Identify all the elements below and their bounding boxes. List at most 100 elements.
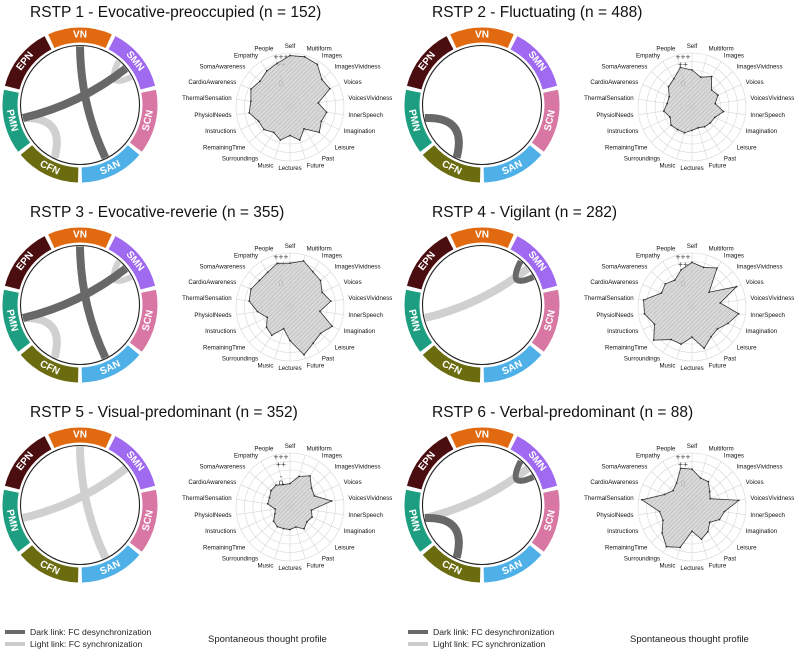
radar-axis-label-self: Self [285,43,296,50]
network-segment-epn [4,36,52,90]
radar-point-self [289,482,291,485]
radar-caption: Spontaneous thought profile [208,634,327,645]
radar-axis-label-music: Music [257,563,273,570]
radar-axis-label-empathy: Empathy [636,252,661,259]
radar-point-empathy [275,484,277,487]
panel-title: RSTP 5 - Visual-predominant (n = 352) [30,404,298,421]
radar-axis-label-empathy: Empathy [234,52,259,59]
radar-axis-label-self: Self [687,443,698,450]
radar-point-music [683,131,686,134]
radar-point-imagesvividness [319,279,322,282]
radar-point-instructions [669,116,671,118]
radar-axis-label-somaawareness: SomaAwareness [601,463,647,470]
radar-axis-label-imagesvividness: ImagesVividness [335,463,381,470]
radar-point-people [276,62,279,65]
rstp-panel-2: RSTP 2 - Fluctuating (n = 488) VNSMNSCNSA… [404,4,794,183]
radar-axis-label-imagination: Imagination [344,328,376,335]
radar-point-physiolneeds [256,310,259,313]
radar-axis-label-physiolneeds: PhysiolNeeds [596,312,633,319]
radar-point-voicesvividness [714,102,717,105]
dark-link-legend-label: Dark link: FC desynchronization [30,627,152,637]
radar-point-cardioawareness [668,95,671,98]
legend-right: Dark link: FC desynchronization Light li… [408,627,749,649]
radar-point-thermalsensation [666,102,669,105]
network-segment-smn [108,36,156,90]
radar-point-people [680,268,682,271]
radar-axis-label-surroundings: Surroundings [222,156,258,163]
radar-point-innerspeech [723,510,726,513]
radar-axis-label-imagination: Imagination [344,128,376,135]
radar-axis-label-thermalsensation: ThermalSensation [182,295,231,302]
network-segment-cfn [422,345,481,383]
radar-axis-label-leisure: Leisure [737,145,758,152]
radar-level-label: ++ [678,459,688,469]
chord-ring [421,444,543,566]
radar-axis-label-multiform: Multiform [709,445,734,452]
panel-title: RSTP 4 - Vigilant (n = 282) [432,204,617,221]
chord-ring [19,444,141,566]
radar-axis-label-music: Music [659,163,675,170]
radar-axis-label-physiolneeds: PhysiolNeeds [194,112,231,119]
light-link-smn-pmn [424,265,531,322]
dark-link-vn-san [76,246,110,360]
radar-point-voices [735,285,738,288]
radar-axis-label-voicesvividness: VoicesVividness [348,495,392,502]
radar-axis-label-multiform: Multiform [307,445,332,452]
radar-point-imagesvividness [708,291,710,294]
radar-point-surroundings [676,128,679,131]
radar-point-empathy [675,482,678,484]
network-segment-vn [450,27,514,48]
radar-axis-label-instructions: Instructions [205,528,236,535]
radar-point-surroundings [270,334,273,337]
network-label-pmn: PMN [406,509,422,533]
radar-point-past [303,127,305,130]
radar-point-empathy [266,271,269,274]
radar-point-physiolneeds [248,111,251,114]
radar-point-images [309,474,311,477]
radar-point-multiform [302,259,305,262]
radar-point-empathy [673,279,676,282]
radar-point-somaawareness [664,282,667,285]
radar-axis-label-surroundings: Surroundings [624,556,660,563]
radar-axis-label-past: Past [322,356,335,363]
radar-axis-label-past: Past [322,156,335,163]
radar-point-cardioawareness [250,288,252,291]
rstp-panel-6: RSTP 6 - Verbal-predominant (n = 88) VNSM… [404,404,794,583]
radar-point-lectures [289,134,291,137]
radar-point-remainingtime [272,520,275,523]
radar-axis-label-future: Future [709,563,727,570]
panel-title: RSTP 6 - Verbal-predominant (n = 88) [432,404,693,421]
radar-axis-label-somaawareness: SomaAwareness [601,263,647,270]
radar-point-voicesvividness [329,300,332,303]
network-segment-pmn [404,89,433,152]
network-segment-san [81,345,140,383]
network-segment-cfn [20,545,79,583]
radar-axis-label-multiform: Multiform [307,245,332,252]
radar-axis-label-voices: Voices [746,79,764,86]
radar-axis-label-leisure: Leisure [737,345,758,352]
network-segment-san [483,145,542,183]
radar-point-innerspeech [318,310,321,313]
radar-axis-label-images: Images [724,452,744,459]
radar-axis-label-lectures: Lectures [278,365,301,372]
network-segment-epn [406,36,454,90]
radar-point-remainingtime [652,339,655,342]
radar-point-thermalsensation [248,300,251,303]
radar-point-lectures [289,528,291,531]
dark-link-legend-label: Dark link: FC desynchronization [433,627,555,637]
radar-axis-label-images: Images [322,52,342,59]
panel-title: RSTP 2 - Fluctuating (n = 488) [432,4,642,21]
radar-axis-label-thermalsensation: ThermalSensation [584,295,633,302]
network-label-pmn: PMN [406,109,422,133]
light-link-smn-pmn [424,465,531,522]
radar-axis-label-music: Music [257,363,273,370]
radar-point-somaawareness [258,279,261,282]
radar-axis-label-leisure: Leisure [335,545,356,552]
network-label-vn: VN [73,30,87,41]
network-segment-epn [406,236,454,290]
chord-links [22,46,133,160]
chord-links [424,114,463,159]
radar-axis-label-physiolneeds: PhysiolNeeds [596,512,633,519]
